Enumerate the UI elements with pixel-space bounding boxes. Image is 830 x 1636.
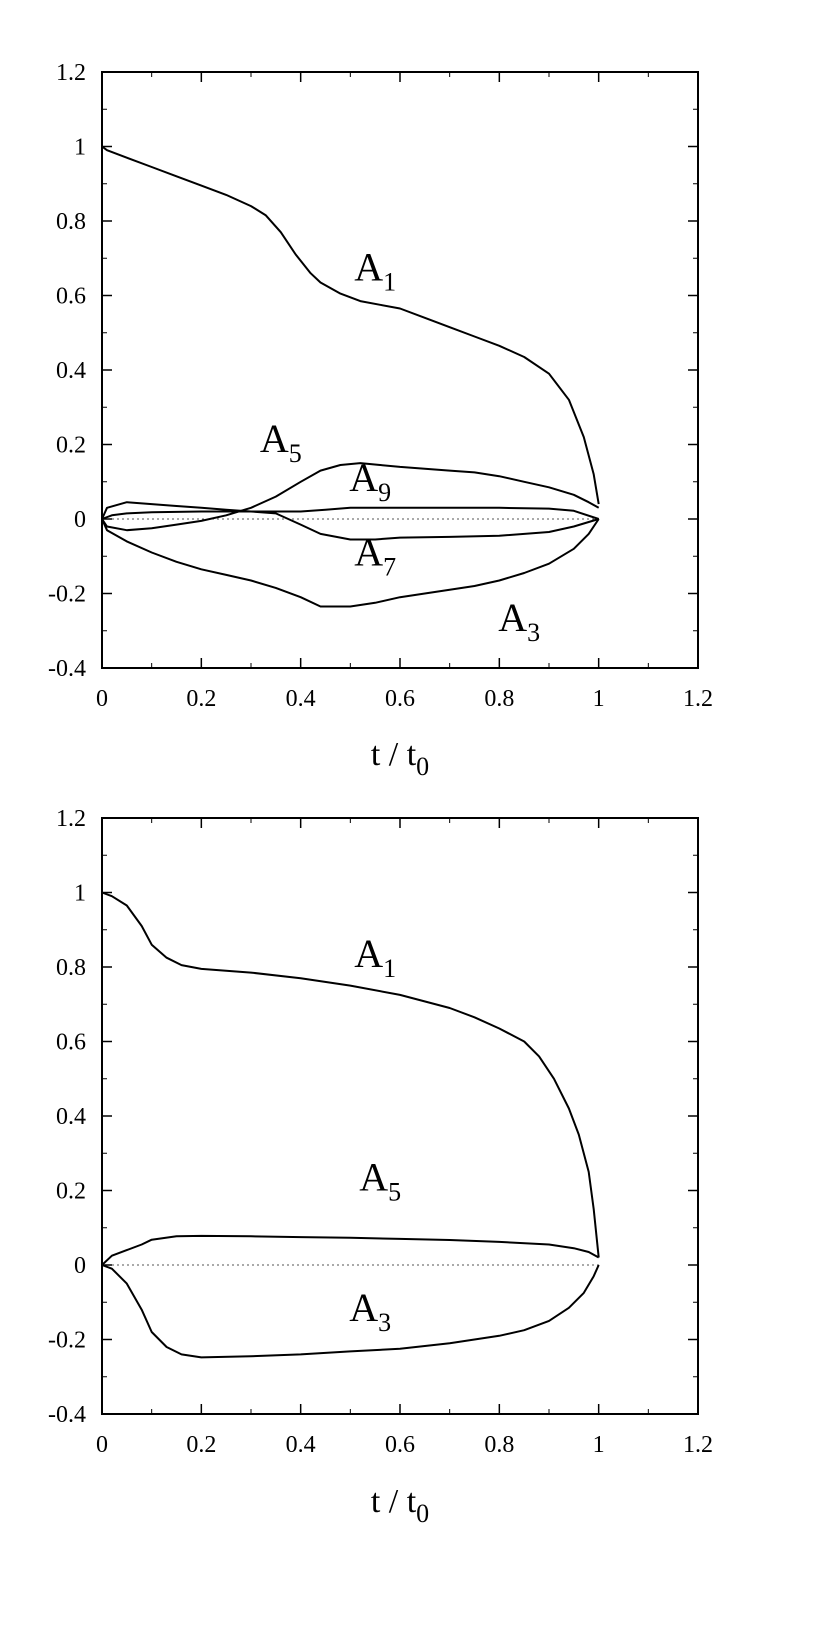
series-line-A3 [101,1264,600,1359]
series-line-A3 [101,518,600,608]
series-label-A5-text: A [359,1155,388,1200]
y-tick-label: 0 [74,1253,86,1279]
series-label-A7: A7 [354,530,396,582]
x-axis-label-subscript: 0 [416,1499,429,1528]
y-tick-label: -0.2 [48,582,86,608]
series-label-A3-subscript: 3 [527,618,540,647]
x-tick-label: 0.6 [385,686,415,712]
chart-panel-1: 0 0.2 0.4 0.6 0.8 1 1.2 1.2 1 0.8 0.6 0.4 0.2 0 -0.2 -0… [48,60,713,781]
series-label-A1-text: A [354,931,383,976]
series-line-A5 [101,1234,600,1266]
x-axis-label: t / t0 [371,736,429,781]
y-tick-label: 0.2 [56,1179,86,1205]
y-tick-label: 0 [74,507,86,533]
series-label-A1-subscript: 1 [383,268,396,297]
series-label-A3-text: A [498,595,527,640]
x-tick-label: 1.2 [683,1432,713,1458]
series-label-A7-text: A [354,530,383,575]
y-tick-label: 0.4 [56,1104,86,1130]
x-axis-label: t / t0 [371,1483,429,1528]
series-label-A9: A9 [349,455,391,507]
y-tick-label: 1.2 [56,60,86,86]
x-tick-label: 0.4 [286,686,316,712]
series-label-A5-subscript: 5 [388,1178,401,1207]
series-line-A1 [101,891,600,1258]
plot-frame [101,817,699,1415]
x-axis-label-text: t / t [371,1483,417,1520]
series-label-A1: A1 [354,245,396,297]
series-label-A9-subscript: 9 [378,478,391,507]
series-label-A1-subscript: 1 [383,954,396,983]
chart-panel-2: 0 0.2 0.4 0.6 0.8 1 1.2 1.2 1 0.8 0.6 0.4 0.2 0 -0.2 -0… [48,806,713,1528]
series-line-A5 [101,462,600,532]
series-label-A3: A3 [349,1285,391,1337]
y-tick-label: 0.4 [56,358,86,384]
y-tick-label: 1 [74,881,86,907]
x-tick-label: 1.2 [683,686,713,712]
y-tick-label: 0.8 [56,209,86,235]
y-tick-label: -0.4 [48,1402,86,1428]
series-label-A3-text: A [349,1285,378,1330]
plot-frame [101,71,699,669]
x-tick-label: 1 [593,686,605,712]
x-tick-label: 0.8 [484,1432,514,1458]
series-label-A3-subscript: 3 [378,1308,391,1337]
y-tick-label: 0.6 [56,1030,86,1056]
x-tick-label: 0.8 [484,686,514,712]
series-label-A1-text: A [354,245,383,290]
x-tick-label: 0.2 [186,1432,216,1458]
x-tick-label: 0 [96,686,108,712]
x-tick-label: 1 [593,1432,605,1458]
series-label-A3: A3 [498,595,540,647]
y-tick-label: -0.4 [48,656,86,682]
x-tick-label: 0.6 [385,1432,415,1458]
series-label-A5-subscript: 5 [289,439,302,468]
series-label-A1: A1 [354,931,396,983]
x-axis-label-text: t / t [371,736,417,773]
x-axis-label-subscript: 0 [416,752,429,781]
series-line-A1 [101,145,600,505]
x-tick-label: 0 [96,1432,108,1458]
y-tick-label: 0.2 [56,433,86,459]
y-tick-label: 0.8 [56,955,86,981]
series-label-A5: A5 [359,1155,401,1207]
series-line-A7 [101,501,599,541]
series-line-A9 [101,506,600,520]
y-tick-label: 1 [74,135,86,161]
series-label-A5: A5 [260,416,302,468]
series-label-A5-text: A [260,416,289,461]
x-tick-label: 0.2 [186,686,216,712]
x-tick-label: 0.4 [286,1432,316,1458]
y-tick-label: 0.6 [56,284,86,310]
y-tick-label: -0.2 [48,1328,86,1354]
y-tick-label: 1.2 [56,806,86,832]
series-label-A7-subscript: 7 [383,553,396,582]
series-label-A9-text: A [349,455,378,500]
